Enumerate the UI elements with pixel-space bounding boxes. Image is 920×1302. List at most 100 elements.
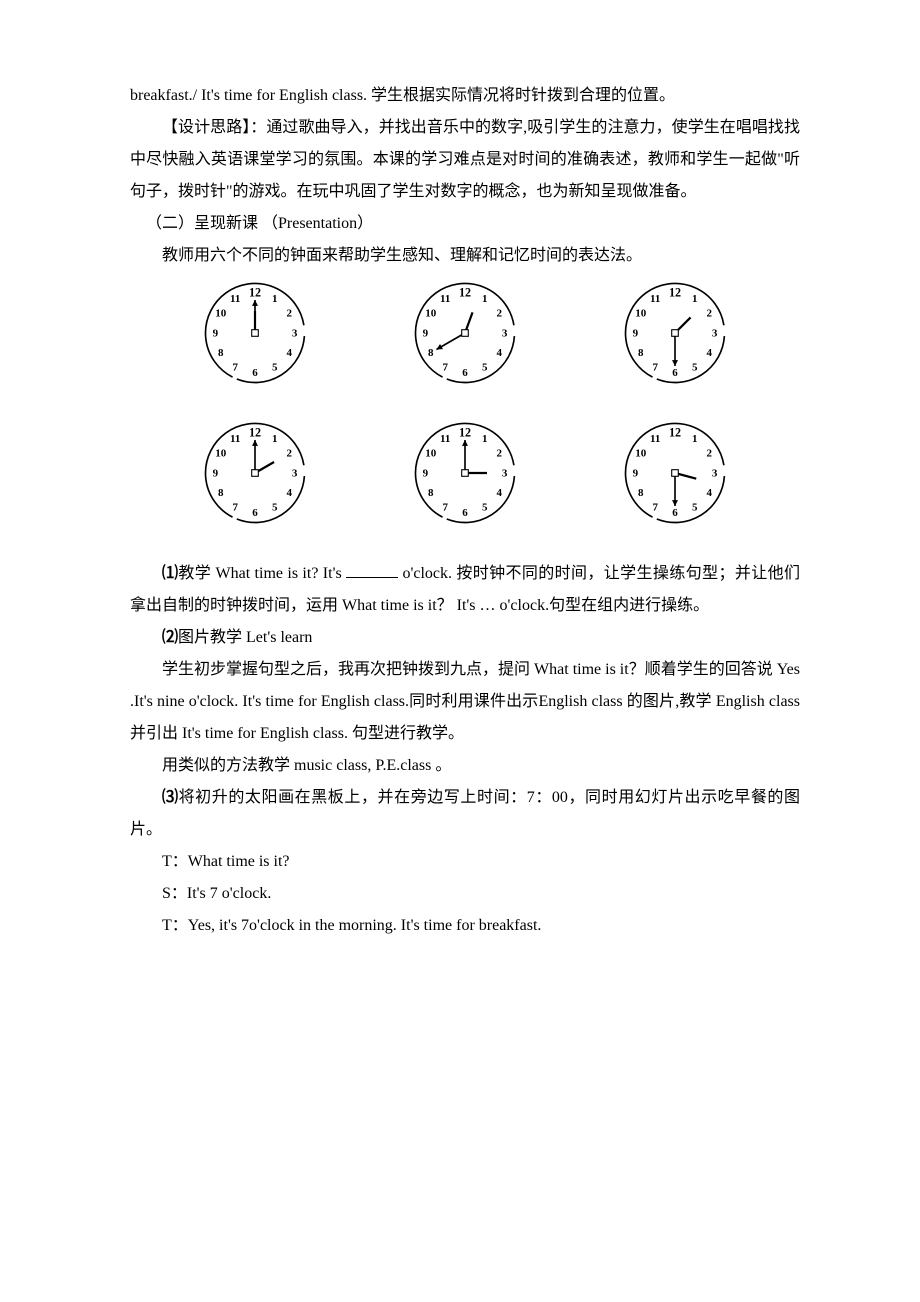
svg-text:6: 6 <box>252 367 258 379</box>
svg-text:4: 4 <box>707 487 713 499</box>
svg-text:8: 8 <box>218 347 224 359</box>
svg-text:2: 2 <box>707 308 713 320</box>
svg-text:12: 12 <box>669 286 681 300</box>
svg-text:9: 9 <box>213 327 219 339</box>
svg-text:1: 1 <box>692 433 698 445</box>
svg-text:7: 7 <box>442 362 448 374</box>
svg-text:10: 10 <box>215 308 227 320</box>
svg-text:2: 2 <box>497 448 503 460</box>
svg-text:6: 6 <box>462 367 468 379</box>
item-1-label: ⑴ <box>162 565 178 582</box>
svg-text:4: 4 <box>497 347 503 359</box>
svg-text:10: 10 <box>425 448 437 460</box>
svg-text:5: 5 <box>272 362 278 374</box>
svg-text:7: 7 <box>232 362 238 374</box>
clocks-row-1: 121234567891011 121234567891011 12123456… <box>130 278 800 388</box>
paragraph: breakfast./ It's time for English class.… <box>130 80 800 112</box>
clock-2: 12 12 3 45 6 78 9 1011 <box>410 278 520 388</box>
clocks-row-2: 121234567891011 121234567891011 12123456… <box>130 418 800 528</box>
svg-text:2: 2 <box>287 308 293 320</box>
svg-text:8: 8 <box>218 487 224 499</box>
svg-text:3: 3 <box>712 467 718 479</box>
svg-text:12: 12 <box>249 286 261 300</box>
item-3-label: ⑶ <box>162 789 179 806</box>
svg-text:10: 10 <box>215 448 227 460</box>
svg-text:9: 9 <box>633 327 639 339</box>
clock-1: 12 12 3 45 6 78 9 1011 <box>200 278 310 388</box>
svg-text:11: 11 <box>440 433 450 445</box>
item-3: ⑶将初升的太阳画在黑板上，并在旁边写上时间：7：00，同时用幻灯片出示吃早餐的图… <box>130 782 800 846</box>
svg-text:1: 1 <box>272 293 278 305</box>
svg-text:5: 5 <box>482 502 488 514</box>
svg-text:7: 7 <box>442 502 448 514</box>
item-2: ⑵图片教学 Let's learn <box>130 622 800 654</box>
svg-text:1: 1 <box>482 293 488 305</box>
svg-text:11: 11 <box>230 433 240 445</box>
svg-text:7: 7 <box>652 362 658 374</box>
svg-text:10: 10 <box>425 308 437 320</box>
paragraph: 用类似的方法教学 music class, P.E.class 。 <box>130 750 800 782</box>
dialogue-line: T：Yes, it's 7o'clock in the morning. It'… <box>130 910 800 942</box>
svg-text:8: 8 <box>428 347 434 359</box>
paragraph: 学生初步掌握句型之后，我再次把钟拨到九点，提问 What time is it？… <box>130 654 800 750</box>
svg-text:3: 3 <box>292 327 298 339</box>
paragraph: 教师用六个不同的钟面来帮助学生感知、理解和记忆时间的表达法。 <box>130 240 800 272</box>
svg-text:6: 6 <box>672 507 678 519</box>
clock-4: 12 12 3 45 6 78 9 1011 <box>200 418 310 528</box>
svg-text:5: 5 <box>692 362 698 374</box>
svg-text:7: 7 <box>652 502 658 514</box>
section-heading: （二）呈现新课 （Presentation） <box>130 208 800 240</box>
svg-text:4: 4 <box>497 487 503 499</box>
svg-text:4: 4 <box>287 487 293 499</box>
svg-text:3: 3 <box>502 467 508 479</box>
svg-text:5: 5 <box>272 502 278 514</box>
clock-5: 12 12 3 45 6 78 9 1011 <box>410 418 520 528</box>
svg-text:6: 6 <box>462 507 468 519</box>
item-2-text: 图片教学 Let's learn <box>178 629 312 646</box>
item-3-text: 将初升的太阳画在黑板上，并在旁边写上时间：7：00，同时用幻灯片出示吃早餐的图片… <box>130 789 800 838</box>
clock-6: 12 12 3 45 6 78 9 1011 <box>620 418 730 528</box>
svg-text:4: 4 <box>707 347 713 359</box>
svg-text:3: 3 <box>712 327 718 339</box>
svg-text:5: 5 <box>692 502 698 514</box>
svg-text:8: 8 <box>638 487 644 499</box>
svg-text:9: 9 <box>423 327 429 339</box>
dialogue-line: S：It's 7 o'clock. <box>130 878 800 910</box>
item-1-text-a: 教学 What time is it? It's <box>178 565 346 582</box>
svg-text:6: 6 <box>672 367 678 379</box>
svg-text:12: 12 <box>669 426 681 440</box>
dialogue-line: T：What time is it? <box>130 846 800 878</box>
svg-text:4: 4 <box>287 347 293 359</box>
svg-text:6: 6 <box>252 507 258 519</box>
svg-text:8: 8 <box>428 487 434 499</box>
svg-text:12: 12 <box>459 426 471 440</box>
svg-text:5: 5 <box>482 362 488 374</box>
svg-text:12: 12 <box>459 286 471 300</box>
clock-3: 12 12 3 45 6 78 9 1011 <box>620 278 730 388</box>
item-2-label: ⑵ <box>162 629 178 646</box>
svg-text:11: 11 <box>650 433 660 445</box>
svg-text:2: 2 <box>287 448 293 460</box>
paragraph-design: 【设计思路】：通过歌曲导入，并找出音乐中的数字,吸引学生的注意力，使学生在唱唱找… <box>130 112 800 208</box>
svg-text:1: 1 <box>692 293 698 305</box>
svg-text:11: 11 <box>650 293 660 305</box>
svg-text:11: 11 <box>440 293 450 305</box>
blank-line <box>346 563 398 578</box>
svg-text:2: 2 <box>497 308 503 320</box>
svg-text:11: 11 <box>230 293 240 305</box>
svg-text:1: 1 <box>482 433 488 445</box>
svg-text:10: 10 <box>635 308 647 320</box>
document-page: breakfast./ It's time for English class.… <box>0 0 920 1022</box>
svg-text:10: 10 <box>635 448 647 460</box>
svg-text:8: 8 <box>638 347 644 359</box>
svg-text:9: 9 <box>423 467 429 479</box>
item-1: ⑴教学 What time is it? It's o'clock. 按时钟不同… <box>130 558 800 622</box>
svg-text:7: 7 <box>232 502 238 514</box>
svg-text:3: 3 <box>502 327 508 339</box>
svg-text:9: 9 <box>213 467 219 479</box>
svg-text:2: 2 <box>707 448 713 460</box>
svg-text:12: 12 <box>249 426 261 440</box>
svg-text:1: 1 <box>272 433 278 445</box>
svg-text:3: 3 <box>292 467 298 479</box>
svg-text:9: 9 <box>633 467 639 479</box>
